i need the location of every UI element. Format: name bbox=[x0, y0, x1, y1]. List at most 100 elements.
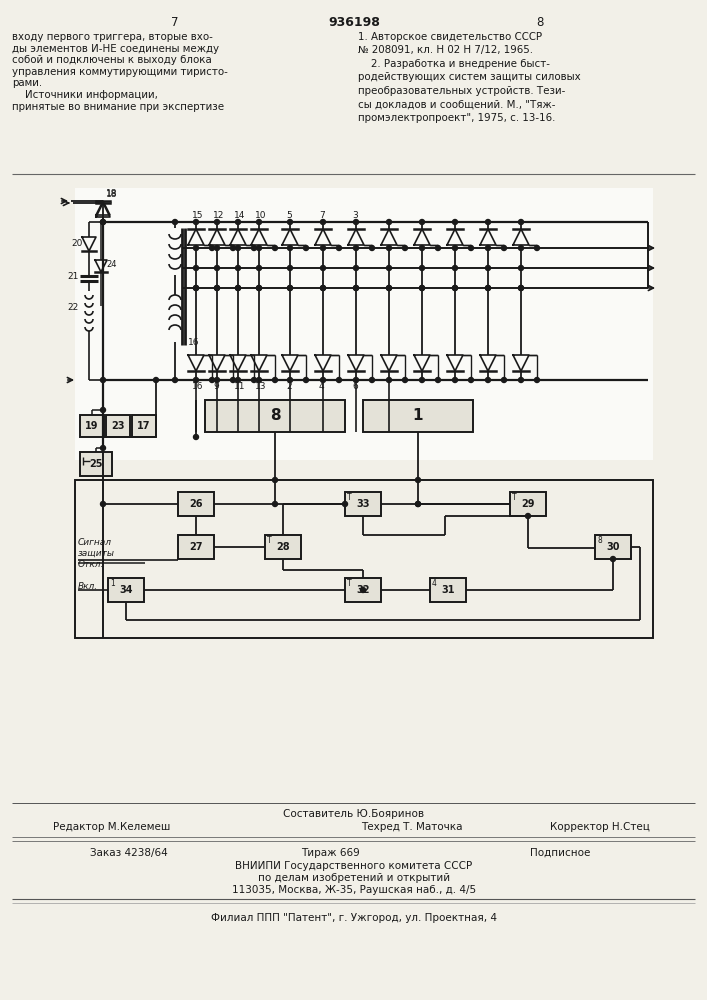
Circle shape bbox=[534, 245, 539, 250]
Circle shape bbox=[436, 245, 440, 250]
Bar bbox=[178, 535, 214, 559]
Text: 23: 23 bbox=[111, 421, 124, 431]
Bar bbox=[345, 578, 381, 602]
Bar bbox=[80, 415, 104, 437]
Circle shape bbox=[452, 245, 457, 250]
Circle shape bbox=[235, 377, 240, 382]
Circle shape bbox=[419, 220, 424, 225]
Circle shape bbox=[370, 377, 375, 382]
Text: T: T bbox=[347, 493, 351, 502]
Text: 7: 7 bbox=[171, 16, 179, 29]
Text: 18: 18 bbox=[106, 189, 117, 198]
Text: Тираж 669: Тираж 669 bbox=[300, 848, 359, 858]
Text: Техред Т. Маточка: Техред Т. Маточка bbox=[361, 822, 463, 832]
Circle shape bbox=[452, 377, 457, 382]
Circle shape bbox=[214, 286, 219, 290]
Text: 33: 33 bbox=[356, 499, 370, 509]
Text: 1: 1 bbox=[110, 579, 115, 588]
Circle shape bbox=[257, 245, 262, 250]
Circle shape bbox=[272, 502, 278, 506]
Circle shape bbox=[354, 245, 358, 250]
Circle shape bbox=[252, 245, 257, 250]
Text: 34: 34 bbox=[119, 585, 133, 595]
Text: 13: 13 bbox=[255, 382, 267, 391]
Circle shape bbox=[100, 220, 105, 225]
Circle shape bbox=[419, 377, 424, 382]
Circle shape bbox=[416, 502, 421, 506]
Circle shape bbox=[209, 245, 214, 250]
Circle shape bbox=[419, 245, 424, 250]
Circle shape bbox=[342, 502, 348, 506]
Circle shape bbox=[153, 377, 158, 382]
Circle shape bbox=[387, 286, 392, 290]
Circle shape bbox=[288, 377, 293, 382]
Circle shape bbox=[387, 377, 392, 382]
Circle shape bbox=[288, 265, 293, 270]
Circle shape bbox=[486, 286, 491, 290]
Bar bbox=[345, 492, 381, 516]
Circle shape bbox=[194, 220, 199, 225]
Text: 8: 8 bbox=[269, 408, 280, 424]
Text: входу первого триггера, вторые вхо-
ды элементов И-НЕ соединены между
собой и по: входу первого триггера, вторые вхо- ды э… bbox=[12, 32, 228, 112]
Bar bbox=[108, 578, 144, 602]
Circle shape bbox=[272, 478, 278, 483]
Text: 31: 31 bbox=[441, 585, 455, 595]
Circle shape bbox=[518, 286, 523, 290]
Text: Откл.: Откл. bbox=[78, 560, 105, 569]
Text: Вкл.: Вкл. bbox=[78, 582, 98, 591]
Text: преобразовательных устройств. Тези-: преобразовательных устройств. Тези- bbox=[358, 86, 566, 96]
Circle shape bbox=[402, 245, 407, 250]
Circle shape bbox=[436, 377, 440, 382]
Circle shape bbox=[303, 377, 308, 382]
Circle shape bbox=[252, 377, 257, 382]
Text: 21: 21 bbox=[67, 272, 78, 281]
Text: 8: 8 bbox=[597, 536, 602, 545]
Circle shape bbox=[501, 377, 506, 382]
Text: 25: 25 bbox=[89, 459, 103, 469]
Bar bbox=[178, 492, 214, 516]
Circle shape bbox=[173, 377, 177, 382]
Circle shape bbox=[194, 434, 199, 440]
Text: 3: 3 bbox=[352, 211, 358, 220]
Circle shape bbox=[194, 377, 199, 382]
Text: T: T bbox=[512, 493, 517, 502]
Text: 2: 2 bbox=[286, 382, 291, 391]
Circle shape bbox=[370, 245, 375, 250]
Circle shape bbox=[402, 377, 407, 382]
Circle shape bbox=[452, 286, 457, 290]
Circle shape bbox=[469, 377, 474, 382]
Circle shape bbox=[173, 220, 177, 225]
Circle shape bbox=[288, 245, 293, 250]
Text: 8: 8 bbox=[537, 16, 544, 29]
Text: сы докладов и сообщений. М., "Тяж-: сы докладов и сообщений. М., "Тяж- bbox=[358, 100, 556, 109]
Circle shape bbox=[272, 245, 278, 250]
Text: 30: 30 bbox=[606, 542, 620, 552]
Circle shape bbox=[469, 245, 474, 250]
Circle shape bbox=[518, 265, 523, 270]
Circle shape bbox=[257, 265, 262, 270]
Circle shape bbox=[501, 245, 506, 250]
Circle shape bbox=[518, 220, 523, 225]
Circle shape bbox=[452, 265, 457, 270]
Bar bbox=[265, 535, 301, 559]
Text: 28: 28 bbox=[276, 542, 290, 552]
Circle shape bbox=[257, 377, 262, 382]
Text: 9: 9 bbox=[213, 382, 218, 391]
Text: промэлектропроект", 1975, с. 13-16.: промэлектропроект", 1975, с. 13-16. bbox=[358, 113, 556, 123]
Text: 17: 17 bbox=[137, 421, 151, 431]
Circle shape bbox=[518, 245, 523, 250]
Text: 32: 32 bbox=[356, 585, 370, 595]
Text: Корректор Н.Стец: Корректор Н.Стец bbox=[550, 822, 650, 832]
Circle shape bbox=[320, 286, 325, 290]
Circle shape bbox=[100, 408, 105, 412]
Text: 7: 7 bbox=[319, 211, 325, 220]
Bar bbox=[75, 188, 653, 460]
Circle shape bbox=[320, 220, 325, 225]
Text: Редактор М.Келемеш: Редактор М.Келемеш bbox=[53, 822, 170, 832]
Bar bbox=[75, 480, 653, 638]
Circle shape bbox=[387, 265, 392, 270]
Text: 16: 16 bbox=[188, 338, 199, 347]
Text: 19: 19 bbox=[86, 421, 99, 431]
Circle shape bbox=[354, 286, 358, 290]
Circle shape bbox=[611, 556, 616, 562]
